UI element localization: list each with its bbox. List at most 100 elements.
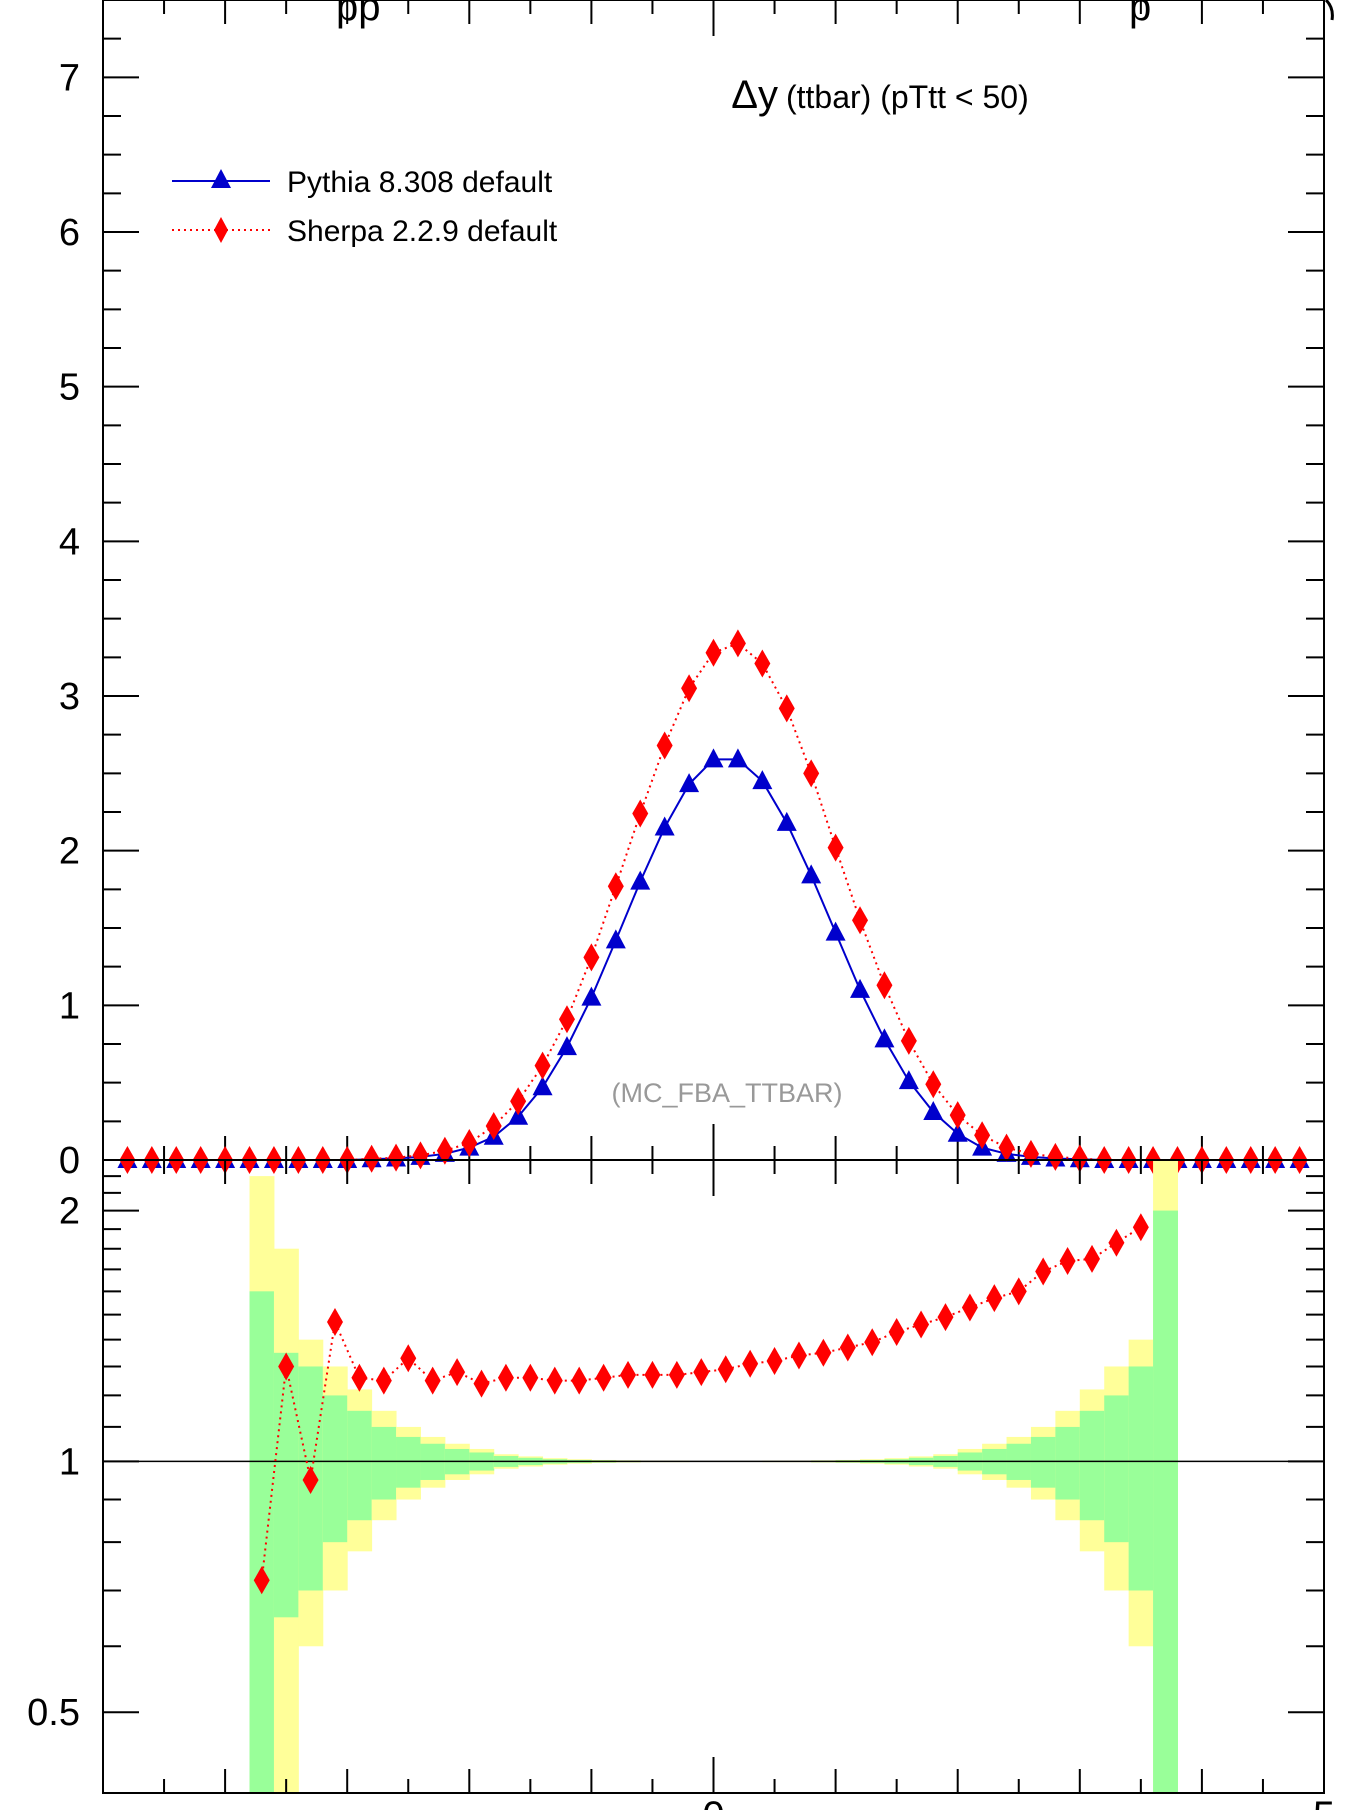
main-ytick-label: 4 (59, 521, 80, 563)
top-title-paren (1324, 0, 1334, 21)
band-green (1128, 1366, 1154, 1591)
data-point-sherpa (436, 1136, 453, 1165)
ratio-data-point (400, 1344, 417, 1373)
ratio-series (253, 1213, 1149, 1595)
ratio-data-point (620, 1360, 637, 1389)
ratio-data-point (546, 1366, 563, 1395)
ratio-data-point (937, 1303, 954, 1332)
ratio-data-point (888, 1317, 905, 1346)
data-point-sherpa (1047, 1142, 1064, 1171)
data-point-pythia (898, 1070, 919, 1090)
ratio-ytick-label: 0.5 (27, 1692, 80, 1734)
main-title: Δy (ttbar) (pTtt < 50) (731, 73, 1028, 117)
ratio-data-point (790, 1341, 807, 1370)
data-point-sherpa (363, 1144, 380, 1173)
data-point-pythia (801, 864, 822, 884)
ratio-data-point (473, 1369, 490, 1398)
legend-pythia-label: Pythia 8.308 default (287, 166, 553, 199)
band-green (1030, 1436, 1056, 1488)
data-point-sherpa (705, 638, 722, 667)
main-y-tick-labels: 0 1 2 3 4 5 6 7 (59, 57, 80, 1182)
band-green (1055, 1426, 1081, 1500)
ratio-panel: 0.512 05 (27, 1159, 1335, 1810)
legend-sherpa-marker (214, 217, 228, 243)
data-point-sherpa (974, 1121, 991, 1150)
main-title-text: (ttbar) (pTtt < 50) (786, 79, 1029, 115)
band-green (347, 1410, 373, 1521)
main-ytick-label: 6 (59, 212, 80, 254)
ratio-data-point (595, 1363, 612, 1392)
watermark: (MC_FBA_TTBAR) (611, 1078, 842, 1108)
data-point-sherpa (656, 731, 673, 760)
data-point-sherpa (681, 674, 698, 703)
data-point-sherpa (729, 629, 746, 658)
data-point-sherpa (803, 759, 820, 788)
ratio-data-point (913, 1310, 930, 1339)
ratio-frame (102, 1159, 1325, 1794)
data-point-pythia (581, 986, 602, 1006)
ratio-data-point (522, 1363, 539, 1392)
ratio-series-line-0 (260, 1226, 1142, 1581)
data-point-sherpa (1071, 1144, 1088, 1173)
ratio-data-point (644, 1360, 661, 1389)
ratio-data-point (668, 1360, 685, 1389)
data-point-sherpa (388, 1143, 405, 1172)
data-point-sherpa (852, 906, 869, 935)
main-ytick-label: 5 (59, 367, 80, 409)
band-green (1079, 1410, 1105, 1521)
legend-pythia-marker (211, 169, 231, 188)
ratio-data-point (839, 1333, 856, 1362)
ratio-data-point (1059, 1246, 1076, 1275)
data-point-pythia (556, 1036, 577, 1056)
data-point-pythia (654, 816, 675, 836)
data-point-sherpa (900, 1026, 917, 1055)
ratio-xtick-label: 0 (702, 1794, 724, 1810)
band-green (273, 1352, 299, 1618)
band-green (1104, 1395, 1130, 1543)
ratio-data-point (864, 1328, 881, 1357)
main-ytick-label: 3 (59, 676, 80, 718)
top-title-fragment-2: p (1129, 0, 1151, 29)
ratio-data-point (961, 1293, 978, 1322)
ratio-data-point (351, 1363, 368, 1392)
main-ytick-label: 0 (59, 1140, 80, 1182)
data-point-pythia (727, 748, 748, 768)
ratio-data-point (1010, 1277, 1027, 1306)
data-point-sherpa (583, 943, 600, 972)
ratio-ytick-label: 1 (59, 1441, 80, 1483)
ratio-data-point (1035, 1257, 1052, 1286)
data-point-sherpa (485, 1111, 502, 1140)
data-point-sherpa (412, 1141, 429, 1170)
ratio-data-point (253, 1566, 270, 1595)
main-ytick-label: 2 (59, 831, 80, 873)
ratio-data-point (278, 1352, 295, 1381)
data-point-pythia (532, 1076, 553, 1096)
ratio-x-tick-labels: 05 (702, 1794, 1335, 1810)
data-point-pythia (752, 770, 773, 790)
ratio-data-point (424, 1366, 441, 1395)
data-point-sherpa (510, 1087, 527, 1116)
main-ytick-label: 7 (59, 57, 80, 99)
data-point-pythia (923, 1101, 944, 1121)
data-point-pythia (630, 870, 651, 890)
main-panel: 0 1 2 3 4 5 6 7 Δy (ttbar) (pTtt < 50) (MC_FBA_T… (59, 0, 1325, 1182)
data-point-sherpa (827, 833, 844, 862)
ratio-data-point (302, 1465, 319, 1494)
data-point-sherpa (949, 1101, 966, 1130)
ratio-data-point (986, 1284, 1003, 1313)
data-point-sherpa (534, 1051, 551, 1080)
data-point-sherpa (876, 971, 893, 1000)
data-point-pythia (605, 929, 626, 949)
ratio-xtick-label: 5 (1313, 1794, 1335, 1810)
data-point-pythia (703, 748, 724, 768)
data-point-pythia (825, 921, 846, 941)
ratio-data-point (1108, 1228, 1125, 1257)
main-ytick-label: 1 (59, 985, 80, 1027)
data-point-pythia (776, 811, 797, 831)
ratio-data-point (497, 1363, 514, 1392)
ratio-data-point (1084, 1244, 1101, 1273)
ratio-data-point (449, 1358, 466, 1387)
main-title-symbol: Δy (731, 73, 778, 117)
top-title-fragment: pp (336, 0, 381, 29)
